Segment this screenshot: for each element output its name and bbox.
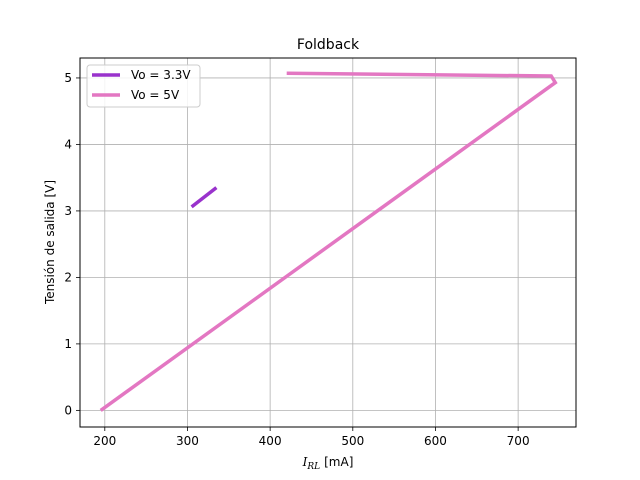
y-tick-label: 1 (64, 337, 72, 351)
y-tick-label: 5 (64, 71, 72, 85)
x-tick-label: 700 (507, 434, 530, 448)
series-line-2 (99, 71, 558, 412)
x-tick-label: 400 (259, 434, 282, 448)
chart-title: Foldback (297, 37, 360, 53)
legend-label-1: Vo = 3.3V (131, 68, 191, 82)
x-tick-label: 500 (341, 434, 364, 448)
y-tick-label: 3 (64, 204, 72, 218)
x-axis-title: IRL [mA] (302, 455, 354, 472)
y-tick-label: 4 (64, 137, 72, 151)
x-axis-unit: [mA] (324, 455, 353, 469)
legend-label-2: Vo = 5V (131, 88, 180, 102)
y-axis-title: Tensión de salida [V] (43, 180, 57, 305)
x-axis-math-sub: RL (306, 462, 320, 472)
series-line-1 (190, 186, 218, 209)
legend: Vo = 3.3V Vo = 5V (86, 64, 201, 108)
x-tick-label: 300 (176, 434, 199, 448)
x-axis-math: I (302, 455, 308, 469)
y-tick-label: 2 (64, 270, 72, 284)
ticks: 200 300 400 500 600 700 0 1 2 3 4 5 (64, 71, 529, 448)
x-tick-label: 200 (93, 434, 116, 448)
x-tick-label: 600 (424, 434, 447, 448)
y-tick-label: 0 (64, 403, 72, 417)
series-layer (99, 71, 558, 412)
plot-frame (79, 57, 577, 428)
grid (80, 58, 576, 427)
